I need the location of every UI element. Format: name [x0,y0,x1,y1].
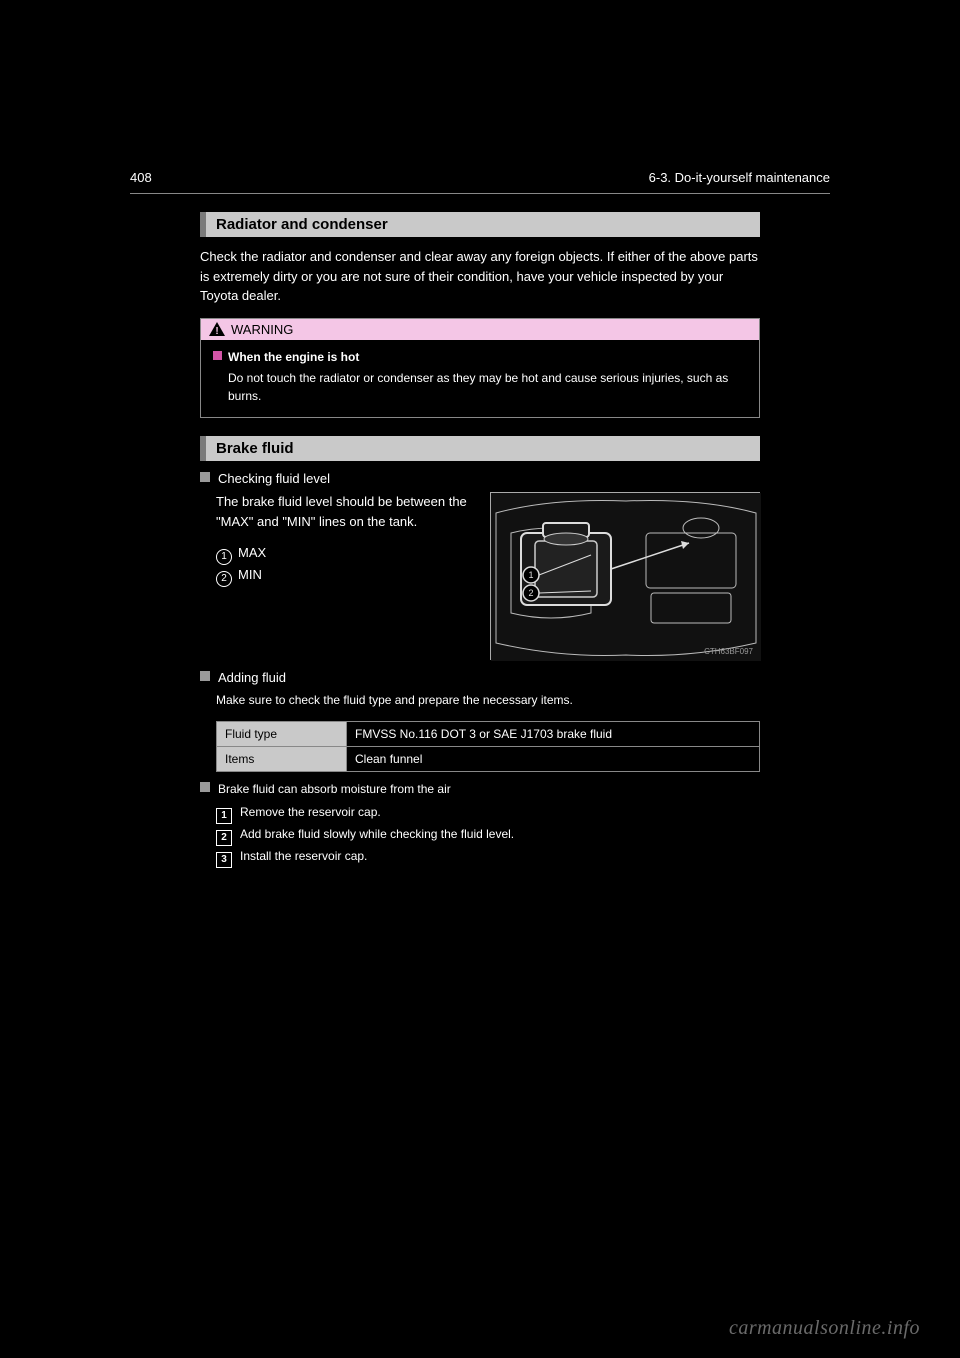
circle-1-icon: 1 [216,549,232,565]
engine-bay-illustration: 1 2 CTH63BF097 [490,492,760,660]
svg-text:!: ! [215,326,218,336]
step-number-icon: 1 [216,808,232,824]
warning-box: ! WARNING When the engine is hot Do not … [200,318,760,418]
warning-triangle-icon: ! [209,322,225,336]
bullet-square-icon [213,351,222,360]
check-fluid-heading: Checking fluid level [200,471,760,486]
engine-image-col: 1 2 CTH63BF097 [490,492,760,660]
watermark-text: carmanualsonline.info [729,1317,920,1340]
engine-bay-svg-icon: 1 2 [491,493,761,661]
step-2-text: Add brake fluid slowly while checking th… [240,827,514,841]
items-label: Items [217,746,347,771]
steps-heading-text: Brake fluid can absorb moisture from the… [218,782,451,796]
steps-list: 1 Remove the reservoir cap. 2 Add brake fl… [216,802,760,868]
bullet-square-gray-icon [200,671,210,681]
circle-2-icon: 2 [216,571,232,587]
step-number-icon: 2 [216,830,232,846]
check-fluid-row: The brake fluid level should be between … [216,492,760,660]
section-title-brake: Brake fluid [200,436,760,461]
marker-2-label: MIN [238,567,262,582]
table-row: Items Clean funnel [217,746,760,771]
table-row: Fluid type FMVSS No.116 DOT 3 or SAE J17… [217,721,760,746]
warning-item-title: When the engine is hot [213,348,747,366]
step-3-text: Install the reservoir cap. [240,849,367,863]
check-fluid-textcol: The brake fluid level should be between … [216,492,476,660]
svg-text:1: 1 [528,570,533,580]
bullet-square-gray-icon [200,472,210,482]
fluid-table: Fluid type FMVSS No.116 DOT 3 or SAE J17… [216,721,760,772]
svg-text:2: 2 [528,588,533,598]
manual-page: 408 6-3. Do-it-yourself maintenance Radi… [130,170,830,868]
warning-item-title-text: When the engine is hot [228,350,359,364]
step-2: 2 Add brake fluid slowly while checking t… [216,824,760,846]
add-fluid-heading: Adding fluid [200,670,760,685]
fluid-type-value: FMVSS No.116 DOT 3 or SAE J1703 brake fl… [347,721,760,746]
add-fluid-text: Make sure to check the fluid type and pr… [216,691,760,709]
image-code: CTH63BF097 [704,647,753,656]
breadcrumb: 6-3. Do-it-yourself maintenance [649,170,830,185]
marker-2-row: 2 MIN [216,565,476,587]
add-fluid-heading-text: Adding fluid [218,670,286,685]
warning-item-body: Do not touch the radiator or condenser a… [228,369,747,405]
items-value: Clean funnel [347,746,760,771]
bullet-square-gray-icon [200,782,210,792]
step-1: 1 Remove the reservoir cap. [216,802,760,824]
check-fluid-heading-text: Checking fluid level [218,471,330,486]
warning-label: WARNING [231,322,293,337]
marker-1-label: MAX [238,545,266,560]
marker-1-row: 1 MAX [216,543,476,565]
warning-body: When the engine is hot Do not touch the … [201,340,759,417]
header-rule [130,193,830,194]
check-fluid-text: The brake fluid level should be between … [216,492,476,534]
step-3: 3 Install the reservoir cap. [216,846,760,868]
warning-header: ! WARNING [201,319,759,340]
fluid-type-label: Fluid type [217,721,347,746]
steps-heading-row: Brake fluid can absorb moisture from the… [200,782,760,796]
section-title-radiator: Radiator and condenser [200,212,760,237]
step-number-icon: 3 [216,852,232,868]
page-header: 408 6-3. Do-it-yourself maintenance [130,170,830,185]
step-1-text: Remove the reservoir cap. [240,805,381,819]
page-number: 408 [130,170,152,185]
radiator-body-text: Check the radiator and condenser and cle… [200,247,760,306]
